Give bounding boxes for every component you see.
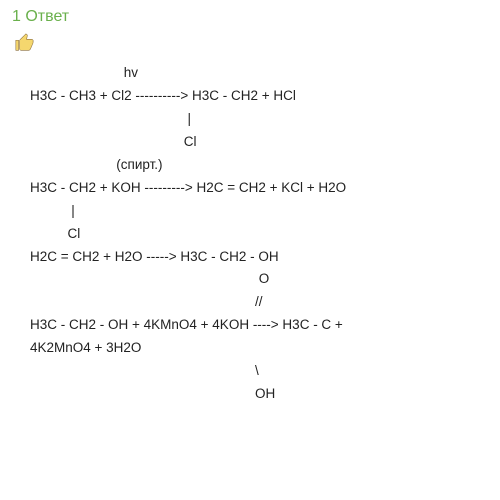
thumbs-up-icon[interactable] [14, 32, 36, 54]
answer-count-header: 1 Ответ [12, 8, 488, 26]
chemistry-block: hv H3C - CH3 + Cl2 ----------> H3C - CH2… [12, 62, 488, 406]
